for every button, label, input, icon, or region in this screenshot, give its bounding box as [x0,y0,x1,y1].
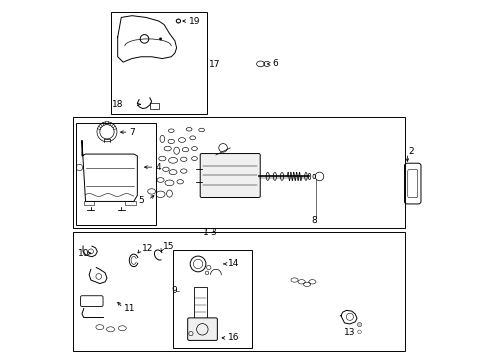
FancyBboxPatch shape [200,154,260,198]
Text: 8: 8 [311,216,316,225]
Bar [83,201,94,205]
FancyBboxPatch shape [407,170,417,198]
Text: 7: 7 [129,128,135,137]
Text: 9: 9 [171,286,177,295]
Bar [173,249,251,348]
Bar [73,117,405,228]
Bar [124,201,135,205]
Text: 1: 1 [203,228,208,237]
Text: 6: 6 [272,59,278,68]
Text: 2: 2 [407,147,413,156]
Text: 11: 11 [124,304,135,313]
Text: 18: 18 [112,100,123,109]
Text: 4: 4 [155,163,161,172]
Bar [149,103,159,109]
Text: 17: 17 [208,60,220,69]
Bar [110,12,206,114]
Text: 19: 19 [189,17,200,26]
Text: 12: 12 [142,244,153,253]
Text: 5: 5 [138,196,143,205]
Text: 13: 13 [343,328,355,337]
Text: 3: 3 [210,228,216,237]
Bar [76,123,156,225]
Text: 14: 14 [227,260,239,269]
FancyBboxPatch shape [187,318,217,341]
Text: 15: 15 [163,242,175,251]
Bar [194,287,206,319]
Circle shape [357,323,361,327]
Circle shape [159,37,162,40]
Text: 10: 10 [78,249,89,258]
Text: 16: 16 [227,333,239,342]
Bar [73,232,405,351]
